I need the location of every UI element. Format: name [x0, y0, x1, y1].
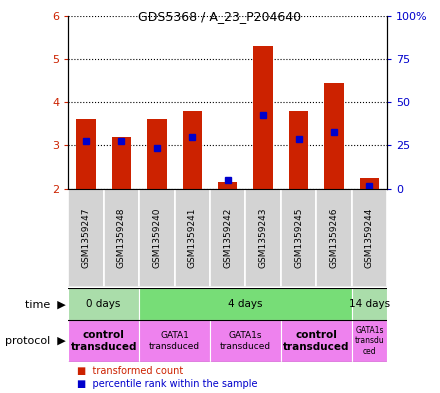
Text: 0 days: 0 days: [86, 299, 121, 309]
Text: GATA1s
transduced: GATA1s transduced: [220, 331, 271, 351]
Bar: [76, 119, 95, 189]
Bar: [68, 288, 139, 320]
Bar: [147, 119, 167, 189]
Text: GSM1359245: GSM1359245: [294, 208, 303, 268]
Text: ■  percentile rank within the sample: ■ percentile rank within the sample: [77, 379, 257, 389]
Bar: [352, 288, 387, 320]
Bar: [360, 178, 379, 189]
Text: 4 days: 4 days: [228, 299, 263, 309]
Bar: [281, 320, 352, 362]
Bar: [183, 111, 202, 189]
Bar: [253, 46, 273, 189]
Text: GATA1s
transdu
ced: GATA1s transdu ced: [355, 326, 385, 356]
Bar: [352, 320, 387, 362]
Text: protocol  ▶: protocol ▶: [5, 336, 66, 346]
Text: control
transduced: control transduced: [283, 330, 349, 352]
Bar: [68, 189, 104, 287]
Text: GATA1
transduced: GATA1 transduced: [149, 331, 200, 351]
Text: GSM1359240: GSM1359240: [152, 208, 161, 268]
Text: GSM1359243: GSM1359243: [259, 208, 268, 268]
Bar: [352, 189, 387, 287]
Text: GSM1359248: GSM1359248: [117, 208, 126, 268]
Bar: [139, 288, 352, 320]
Bar: [112, 137, 131, 189]
Text: 14 days: 14 days: [349, 299, 390, 309]
Bar: [210, 320, 281, 362]
Text: control
transduced: control transduced: [70, 330, 137, 352]
Bar: [316, 189, 352, 287]
Bar: [139, 320, 210, 362]
Text: GDS5368 / A_23_P204640: GDS5368 / A_23_P204640: [139, 10, 301, 23]
Text: GSM1359244: GSM1359244: [365, 208, 374, 268]
Bar: [289, 111, 308, 189]
Text: time  ▶: time ▶: [25, 299, 66, 309]
Bar: [68, 320, 139, 362]
Bar: [246, 189, 281, 287]
Bar: [175, 189, 210, 287]
Bar: [104, 189, 139, 287]
Bar: [139, 189, 175, 287]
Bar: [210, 189, 246, 287]
Text: GSM1359241: GSM1359241: [188, 208, 197, 268]
Text: GSM1359247: GSM1359247: [81, 208, 91, 268]
Text: GSM1359242: GSM1359242: [223, 208, 232, 268]
Bar: [324, 83, 344, 189]
Text: GSM1359246: GSM1359246: [330, 208, 338, 268]
Bar: [281, 189, 316, 287]
Text: ■  transformed count: ■ transformed count: [77, 366, 183, 376]
Bar: [218, 182, 238, 189]
